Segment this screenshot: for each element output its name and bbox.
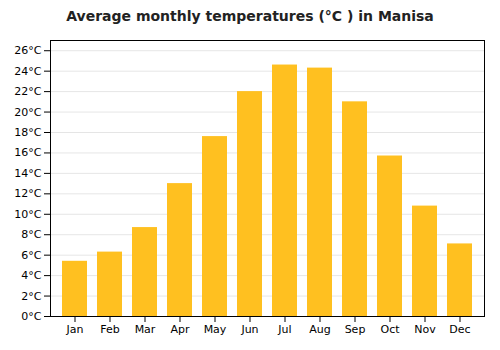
svg-text:Feb: Feb	[100, 323, 119, 336]
svg-text:22°C: 22°C	[14, 85, 41, 98]
svg-text:8°C: 8°C	[21, 228, 41, 241]
svg-text:Jun: Jun	[240, 323, 258, 336]
svg-text:Dec: Dec	[449, 323, 470, 336]
svg-text:Jul: Jul	[277, 323, 291, 336]
svg-text:May: May	[204, 323, 227, 336]
svg-text:0°C: 0°C	[21, 310, 41, 323]
svg-text:18°C: 18°C	[14, 126, 41, 139]
svg-text:12°C: 12°C	[14, 187, 41, 200]
svg-text:Sep: Sep	[345, 323, 366, 336]
svg-text:24°C: 24°C	[14, 65, 41, 78]
svg-text:20°C: 20°C	[14, 106, 41, 119]
svg-text:14°C: 14°C	[14, 167, 41, 180]
svg-text:Apr: Apr	[170, 323, 190, 336]
svg-text:Oct: Oct	[380, 323, 400, 336]
svg-text:Aug: Aug	[309, 323, 330, 336]
svg-text:6°C: 6°C	[21, 249, 41, 262]
svg-text:Jan: Jan	[66, 323, 84, 336]
svg-text:26°C: 26°C	[14, 44, 41, 57]
svg-text:16°C: 16°C	[14, 146, 41, 159]
svg-text:Mar: Mar	[135, 323, 156, 336]
svg-text:4°C: 4°C	[21, 269, 41, 282]
svg-text:Nov: Nov	[414, 323, 436, 336]
svg-text:2°C: 2°C	[21, 290, 41, 303]
svg-text:10°C: 10°C	[14, 208, 41, 221]
html-text:Average monthly temperatures (: Average monthly temperatures (°C ) in Ma…	[66, 8, 434, 24]
